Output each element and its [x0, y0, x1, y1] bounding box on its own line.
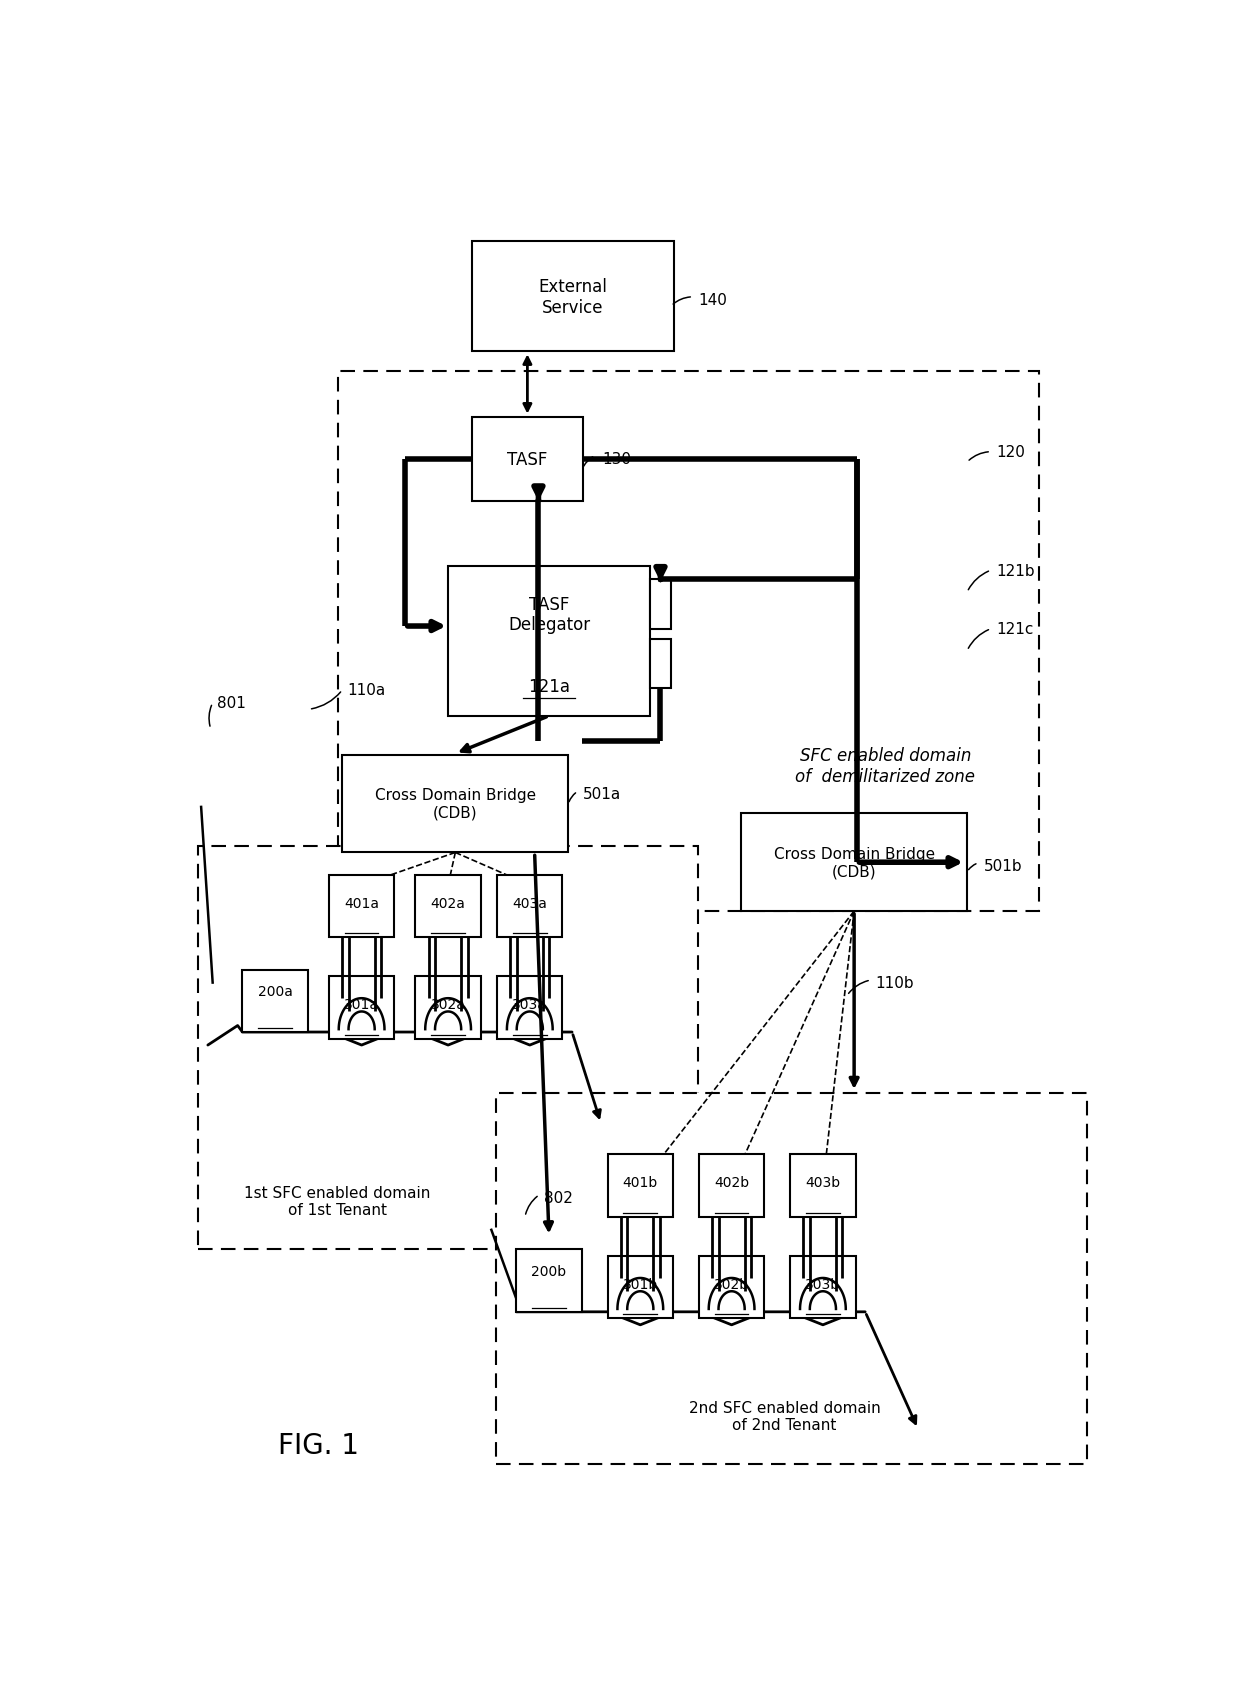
Text: 501a: 501a — [583, 787, 621, 802]
Text: External
Service: External Service — [538, 277, 608, 316]
FancyBboxPatch shape — [790, 1155, 856, 1218]
FancyBboxPatch shape — [329, 875, 394, 937]
FancyBboxPatch shape — [415, 875, 481, 937]
Text: 140: 140 — [698, 292, 727, 307]
Text: 301b: 301b — [622, 1277, 658, 1290]
Text: 2nd SFC enabled domain
of 2nd Tenant: 2nd SFC enabled domain of 2nd Tenant — [688, 1400, 880, 1432]
FancyBboxPatch shape — [472, 242, 675, 353]
FancyBboxPatch shape — [448, 568, 650, 716]
Text: 110b: 110b — [875, 976, 914, 990]
FancyBboxPatch shape — [608, 1257, 673, 1319]
Text: 110a: 110a — [347, 682, 386, 698]
Text: 801: 801 — [217, 696, 247, 711]
FancyBboxPatch shape — [516, 1250, 582, 1312]
FancyBboxPatch shape — [472, 417, 583, 502]
Text: 802: 802 — [544, 1191, 573, 1204]
Text: 501b: 501b — [983, 858, 1022, 873]
Text: 302a: 302a — [430, 998, 465, 1012]
FancyBboxPatch shape — [742, 814, 967, 912]
FancyBboxPatch shape — [497, 875, 563, 937]
Text: 403a: 403a — [512, 897, 547, 910]
Text: 403b: 403b — [805, 1176, 841, 1189]
Text: 402a: 402a — [430, 897, 465, 910]
Text: 121a: 121a — [528, 677, 570, 696]
FancyBboxPatch shape — [699, 1155, 764, 1218]
Text: 200b: 200b — [532, 1265, 567, 1279]
Text: 121c: 121c — [996, 622, 1033, 637]
Text: 1st SFC enabled domain
of 1st Tenant: 1st SFC enabled domain of 1st Tenant — [244, 1186, 430, 1218]
FancyBboxPatch shape — [608, 1155, 673, 1218]
Text: Cross Domain Bridge
(CDB): Cross Domain Bridge (CDB) — [374, 789, 536, 821]
FancyBboxPatch shape — [497, 976, 563, 1039]
Text: 401b: 401b — [622, 1176, 658, 1189]
FancyBboxPatch shape — [329, 976, 394, 1039]
FancyBboxPatch shape — [699, 1257, 764, 1319]
FancyBboxPatch shape — [496, 1093, 1087, 1464]
FancyBboxPatch shape — [337, 372, 1039, 912]
Text: 200a: 200a — [258, 985, 293, 998]
Text: SFC enabled domain
of  demilitarized zone: SFC enabled domain of demilitarized zone — [795, 747, 976, 785]
Text: TASF: TASF — [507, 451, 548, 468]
FancyBboxPatch shape — [243, 969, 308, 1032]
Text: TASF
Delegator: TASF Delegator — [508, 595, 590, 633]
FancyBboxPatch shape — [198, 846, 698, 1250]
Text: FIG. 1: FIG. 1 — [278, 1431, 358, 1459]
Text: 121b: 121b — [996, 562, 1034, 578]
Text: Cross Domain Bridge
(CDB): Cross Domain Bridge (CDB) — [774, 846, 935, 878]
Text: 401a: 401a — [345, 897, 379, 910]
Text: 130: 130 — [601, 451, 631, 466]
Text: 303b: 303b — [805, 1277, 841, 1290]
FancyBboxPatch shape — [650, 579, 671, 630]
Text: 301a: 301a — [345, 998, 379, 1012]
Text: 402b: 402b — [714, 1176, 749, 1189]
Text: 302b: 302b — [714, 1277, 749, 1290]
FancyBboxPatch shape — [650, 640, 671, 689]
FancyBboxPatch shape — [415, 976, 481, 1039]
Text: 303a: 303a — [512, 998, 547, 1012]
FancyBboxPatch shape — [342, 755, 568, 853]
Text: 120: 120 — [996, 444, 1024, 459]
FancyBboxPatch shape — [790, 1257, 856, 1319]
